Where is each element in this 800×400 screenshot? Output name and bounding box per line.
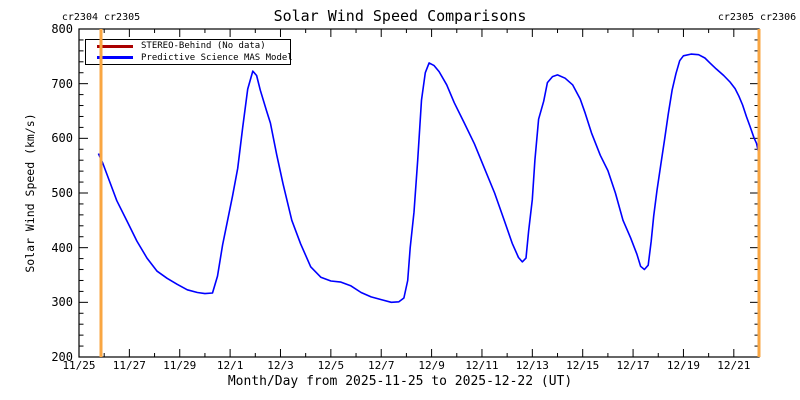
y-tick-label: 600 bbox=[51, 131, 73, 146]
legend-item: Predictive Science MAS Model bbox=[86, 52, 293, 63]
x-tick-label: 12/11 bbox=[465, 359, 499, 372]
legend-line-swatch bbox=[97, 56, 133, 60]
legend-label: STEREO-Behind (No data) bbox=[141, 41, 266, 52]
y-tick-label: 800 bbox=[51, 22, 73, 36]
chart-title: Solar Wind Speed Comparisons bbox=[273, 7, 527, 25]
rotation-boundary-line-right bbox=[757, 29, 761, 357]
x-tick-label: 12/9 bbox=[418, 359, 445, 372]
rotation-boundary-line-left bbox=[99, 29, 103, 357]
y-tick-label: 300 bbox=[51, 295, 73, 310]
rotation-boundary-label-right: cr2305 cr2306 bbox=[717, 12, 797, 23]
y-tick-label: 500 bbox=[51, 186, 73, 200]
x-tick-label: 12/1 bbox=[216, 359, 244, 372]
legend-label: Predictive Science MAS Model bbox=[141, 52, 293, 63]
x-tick-label: 12/17 bbox=[616, 359, 650, 372]
x-tick-label: 12/21 bbox=[717, 359, 751, 372]
x-tick-label: 11/25 bbox=[62, 359, 96, 372]
x-tick-label: 11/27 bbox=[112, 359, 146, 372]
x-tick-label: 12/19 bbox=[666, 359, 700, 372]
x-tick-label: 12/7 bbox=[367, 359, 395, 372]
legend-item: STEREO-Behind (No data) bbox=[86, 41, 290, 52]
mas-model-curve bbox=[97, 53, 760, 304]
x-tick-label: 12/13 bbox=[515, 359, 549, 372]
x-tick-label: 12/15 bbox=[566, 359, 600, 372]
y-tick-label: 200 bbox=[51, 350, 73, 364]
x-tick-label: 11/29 bbox=[163, 359, 197, 372]
x-tick-label: 12/3 bbox=[267, 359, 294, 372]
legend-line-swatch bbox=[97, 44, 133, 48]
rotation-boundary-label-left: cr2304 cr2305 bbox=[61, 12, 141, 23]
x-axis-title: Month/Day from 2025-11-25 to 2025-12-22 … bbox=[227, 374, 573, 389]
y-axis-title: Solar Wind Speed (km/s) bbox=[23, 113, 37, 273]
legend-box: STEREO-Behind (No data) Predictive Scienc… bbox=[85, 39, 293, 65]
x-tick-label: 12/5 bbox=[317, 359, 345, 372]
y-tick-label: 400 bbox=[51, 240, 73, 255]
y-tick-label: 700 bbox=[51, 76, 73, 91]
